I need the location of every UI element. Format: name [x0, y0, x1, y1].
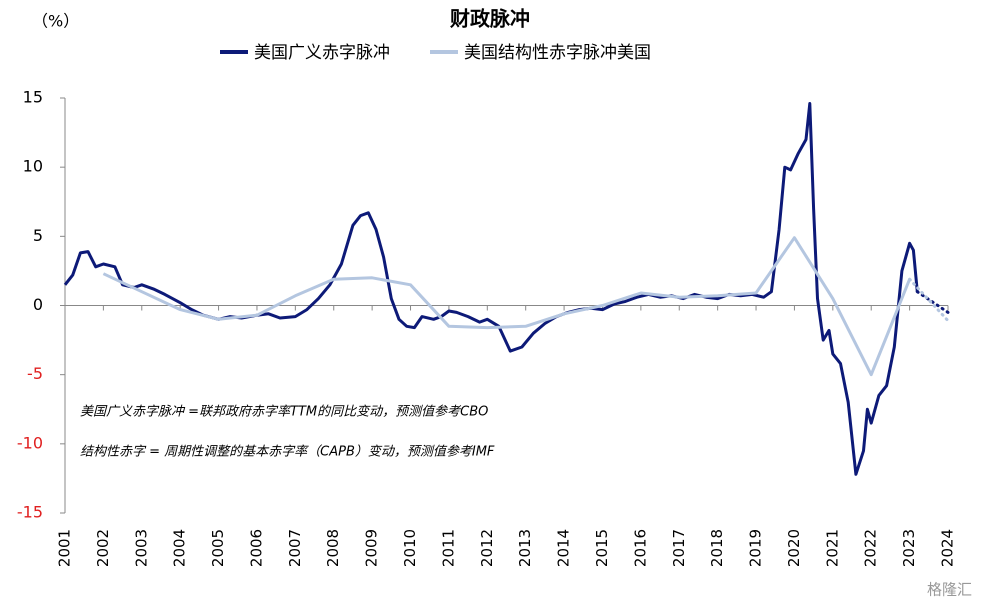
x-tick-label: 2024	[939, 529, 957, 567]
x-tick-label: 2013	[516, 529, 534, 567]
x-tick-label: 2008	[324, 529, 342, 567]
series-line	[915, 290, 950, 314]
x-tick-label: 2020	[785, 529, 803, 567]
x-tick-label: 2003	[132, 529, 150, 567]
x-tick-label: 2015	[593, 529, 611, 567]
x-tick-label: 2019	[747, 529, 765, 567]
x-tick-label: 2022	[862, 529, 880, 567]
chart-title: 财政脉冲	[450, 7, 530, 31]
series-line	[908, 277, 950, 323]
y-tick-label: -15	[17, 503, 43, 522]
y-unit: （%）	[32, 12, 79, 31]
x-tick-label: 2004	[171, 529, 189, 567]
series-line	[102, 236, 911, 377]
x-tick-label: 2023	[900, 529, 918, 567]
annotation: 结构性赤字 = 周期性调整的基本赤字率（CAPB）变动，预测值参考IMF	[80, 444, 495, 460]
x-tick-label: 2012	[478, 529, 496, 567]
legend-label: 美国广义赤字脉冲	[254, 43, 390, 63]
x-tick-label: 2018	[708, 529, 726, 567]
x-tick-label: 2009	[363, 529, 381, 567]
y-tick-label: 0	[33, 295, 43, 314]
legend-label: 美国结构性赤字脉冲美国	[464, 43, 651, 63]
x-tick-label: 2010	[401, 529, 419, 567]
x-tick-label: 2001	[56, 529, 74, 567]
y-tick-label: 15	[23, 88, 43, 107]
x-tick-label: 2021	[823, 529, 841, 567]
watermark: 格隆汇	[927, 581, 972, 599]
x-tick-label: 2006	[247, 529, 265, 567]
y-tick-label: 10	[23, 157, 43, 176]
x-tick-label: 2014	[555, 529, 573, 567]
y-tick-label: -10	[17, 433, 43, 452]
x-tick-label: 2005	[209, 529, 227, 567]
x-tick-label: 2016	[631, 529, 649, 567]
y-tick-label: 5	[33, 226, 43, 245]
x-tick-label: 2017	[670, 529, 688, 567]
x-tick-label: 2002	[94, 529, 112, 567]
y-tick-label: -5	[27, 364, 43, 383]
x-tick-label: 2007	[286, 529, 304, 567]
x-tick-label: 2011	[439, 529, 457, 567]
annotation: 美国广义赤字脉冲 =联邦政府赤字率TTM的同比变动，预测值参考CBO	[80, 404, 488, 420]
